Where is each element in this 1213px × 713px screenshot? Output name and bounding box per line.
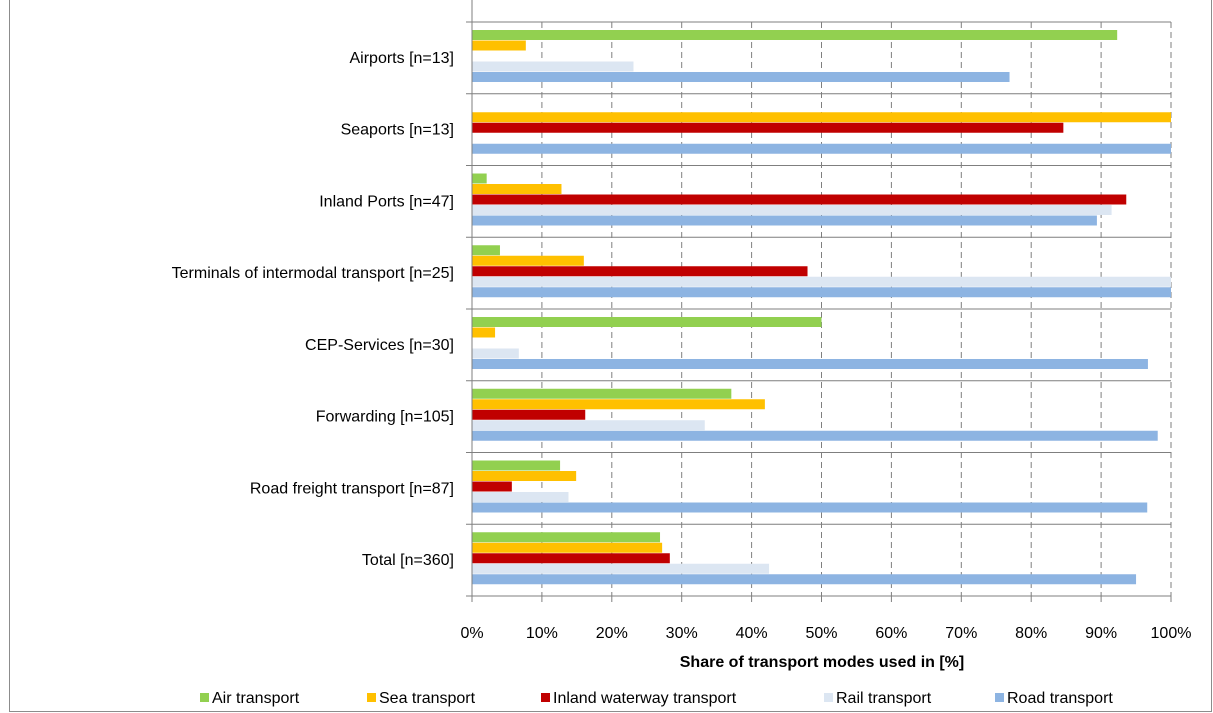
x-tick-label: 10% — [526, 625, 558, 642]
x-tick-label: 80% — [1015, 625, 1047, 642]
axes — [466, 0, 1172, 602]
bar — [472, 502, 1148, 513]
category-label: Road freight transport [n=87] — [250, 480, 454, 497]
bar — [472, 30, 1118, 40]
legend-label: Sea transport — [379, 690, 476, 707]
bar — [472, 492, 569, 502]
bar — [472, 184, 562, 194]
bar — [472, 327, 496, 338]
bar — [472, 399, 765, 410]
category-label: Inland Ports [n=47] — [319, 193, 454, 210]
bar — [472, 460, 561, 471]
legend: Air transport Sea transport Inland waterwa… — [200, 690, 1113, 707]
x-tick-label: 50% — [805, 625, 837, 642]
bar — [472, 173, 487, 184]
x-tick-label: 70% — [945, 625, 977, 642]
legend-swatch — [824, 693, 833, 702]
bar — [472, 532, 661, 543]
bar — [472, 348, 519, 359]
bar — [472, 563, 770, 574]
legend-swatch — [541, 693, 550, 702]
bar — [472, 276, 1171, 287]
tick-labels: 0% 10% 20% 30% 40% 50% 60% 70% 80% 90% 100% — [460, 625, 1191, 642]
bar — [472, 61, 634, 72]
bar — [472, 122, 1064, 133]
category-label: Total [n=360] — [362, 552, 454, 569]
bars — [472, 30, 1171, 585]
bar — [472, 205, 1112, 215]
x-tick-label: 30% — [666, 625, 698, 642]
x-tick-label: 0% — [460, 625, 483, 642]
x-tick-label: 60% — [875, 625, 907, 642]
bar — [472, 287, 1171, 298]
bar — [472, 266, 808, 277]
bar — [472, 471, 577, 481]
category-label: Forwarding [n=105] — [316, 409, 454, 426]
legend-swatch — [200, 693, 209, 702]
x-tick-label: 90% — [1085, 625, 1117, 642]
bar — [472, 245, 500, 256]
bar — [472, 255, 584, 266]
legend-label: Rail transport — [836, 690, 932, 707]
bar — [472, 40, 526, 51]
bar — [472, 430, 1158, 441]
bar — [472, 409, 586, 420]
bar — [472, 317, 822, 327]
x-axis-title: Share of transport modes used in [%] — [680, 654, 964, 671]
bar — [472, 553, 670, 564]
category-label: Terminals of intermodal transport [n=25] — [172, 265, 454, 282]
x-tick-label: 100% — [1151, 625, 1192, 642]
x-tick-label: 40% — [736, 625, 768, 642]
bar — [472, 72, 1010, 82]
bar — [472, 388, 732, 399]
category-label: CEP-Services [n=30] — [305, 337, 454, 354]
bar — [472, 420, 705, 431]
bar — [472, 215, 1097, 226]
category-labels: Airports [n=13] Seaports [n=13] Inland Por… — [172, 50, 454, 569]
legend-label: Road transport — [1007, 690, 1113, 707]
legend-label: Air transport — [212, 690, 300, 707]
bar — [472, 481, 512, 492]
legend-swatch — [995, 693, 1004, 702]
bar — [472, 542, 663, 553]
x-tick-label: 20% — [596, 625, 628, 642]
category-label: Seaports [n=13] — [341, 122, 454, 139]
bar — [472, 359, 1148, 369]
legend-label: Inland waterway transport — [553, 690, 737, 707]
bar — [472, 194, 1127, 205]
bar — [472, 112, 1171, 123]
bar — [472, 143, 1171, 154]
legend-swatch — [367, 693, 376, 702]
bar — [472, 574, 1137, 585]
category-label: Airports [n=13] — [350, 50, 455, 67]
